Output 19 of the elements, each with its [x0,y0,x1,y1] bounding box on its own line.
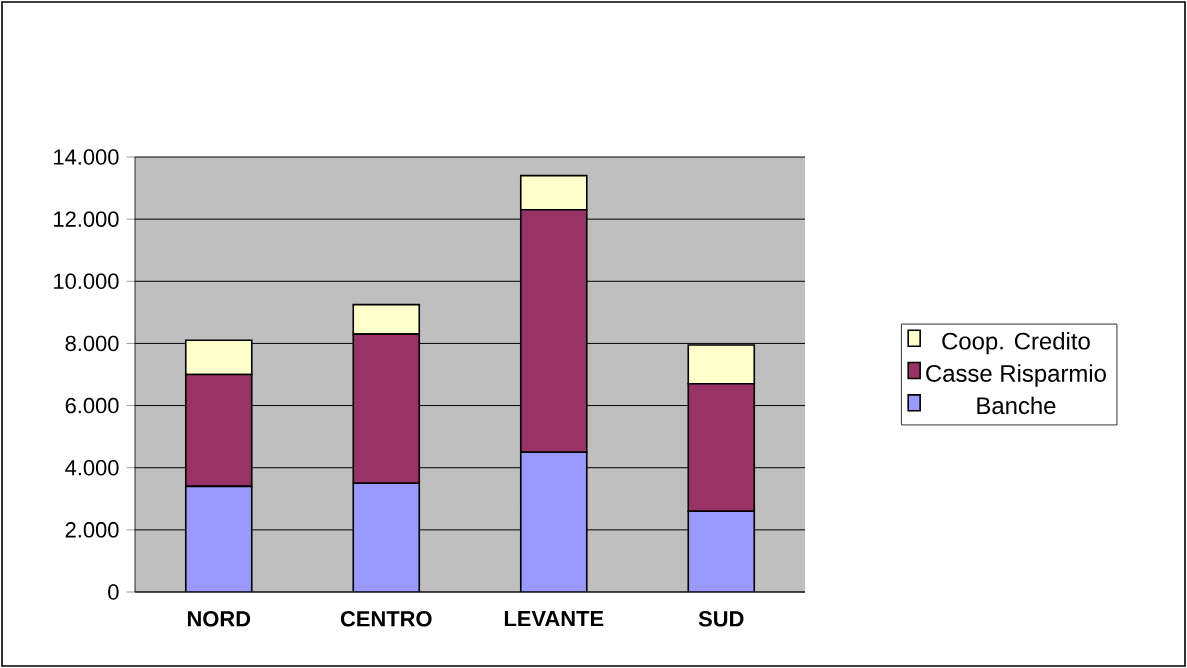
y-tick-label: 14.000 [54,149,119,165]
x-tick-label: NORD [187,611,251,627]
y-tick-label: 0 [108,584,119,600]
y-tick-label: 8.000 [65,335,119,352]
x-tick-label: SUD [698,611,744,627]
x-tick-label: LEVANTE [504,611,604,627]
legend-label: Banche [977,396,1056,415]
bar [352,482,421,592]
y-tick-label: 2.000 [65,522,119,538]
y-tick-label: 12.000 [54,211,119,227]
bar [519,451,588,592]
legend-label: Coop. Credito [942,332,1090,355]
x-tick-label: CENTRO [340,611,432,627]
y-tick-label: 4.000 [65,459,119,476]
y-tick-label: 6.000 [65,397,119,414]
bar [687,510,756,592]
bar [184,485,253,592]
legend-label: Casse Risparmio [926,364,1106,387]
y-tick-label: 10.000 [54,273,119,290]
